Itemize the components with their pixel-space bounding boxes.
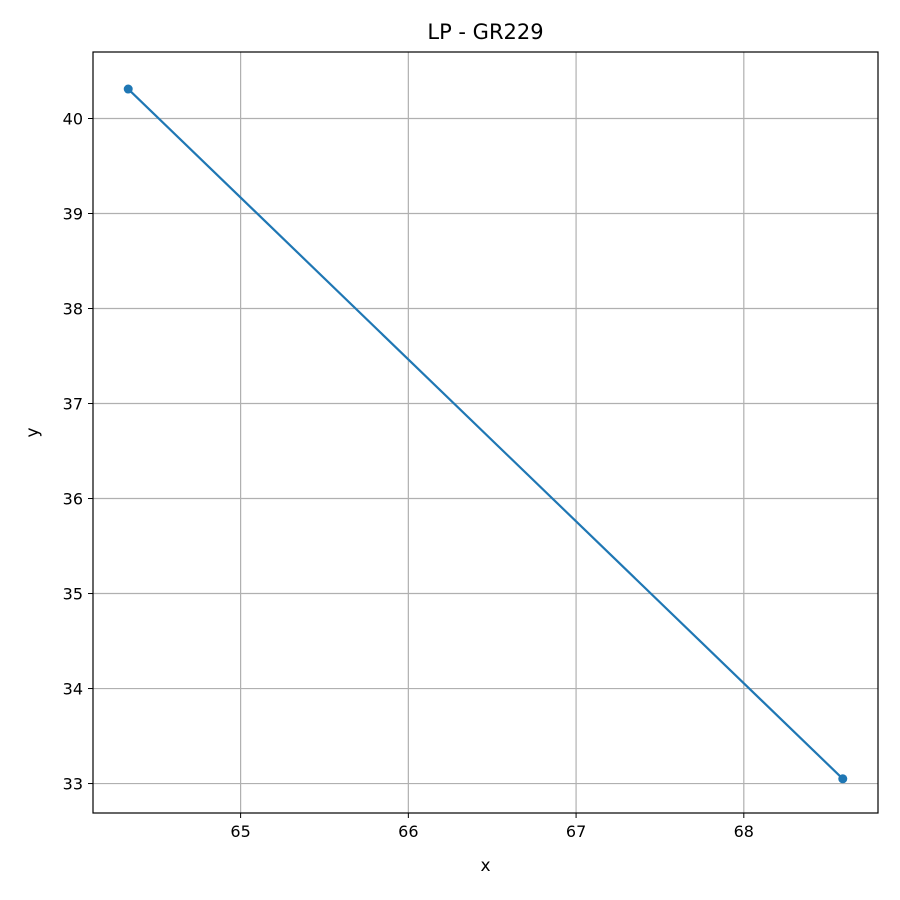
y-tick-label: 38 (63, 300, 83, 319)
x-tick-label: 68 (734, 822, 754, 841)
x-tick-label: 66 (398, 822, 418, 841)
y-tick-label: 39 (63, 205, 83, 224)
y-axis-label: y (23, 427, 43, 437)
y-tick-label: 40 (63, 110, 83, 129)
y-tick-label: 33 (63, 775, 83, 794)
chart-title: LP - GR229 (427, 20, 543, 44)
axes-frame (92, 51, 879, 814)
x-tick-label: 67 (566, 822, 586, 841)
y-tick-label: 36 (63, 490, 83, 509)
x-axis-label: x (480, 856, 490, 876)
y-tick-label: 34 (63, 680, 83, 699)
data-point (838, 774, 848, 784)
plot-area: 65 66 67 68 33 34 35 36 37 38 39 40 (63, 51, 879, 841)
y-tick-label: 35 (63, 585, 83, 604)
x-tick-label: 65 (230, 822, 250, 841)
data-point (123, 84, 133, 94)
y-tick-label: 37 (63, 395, 83, 414)
series-line (127, 87, 844, 780)
